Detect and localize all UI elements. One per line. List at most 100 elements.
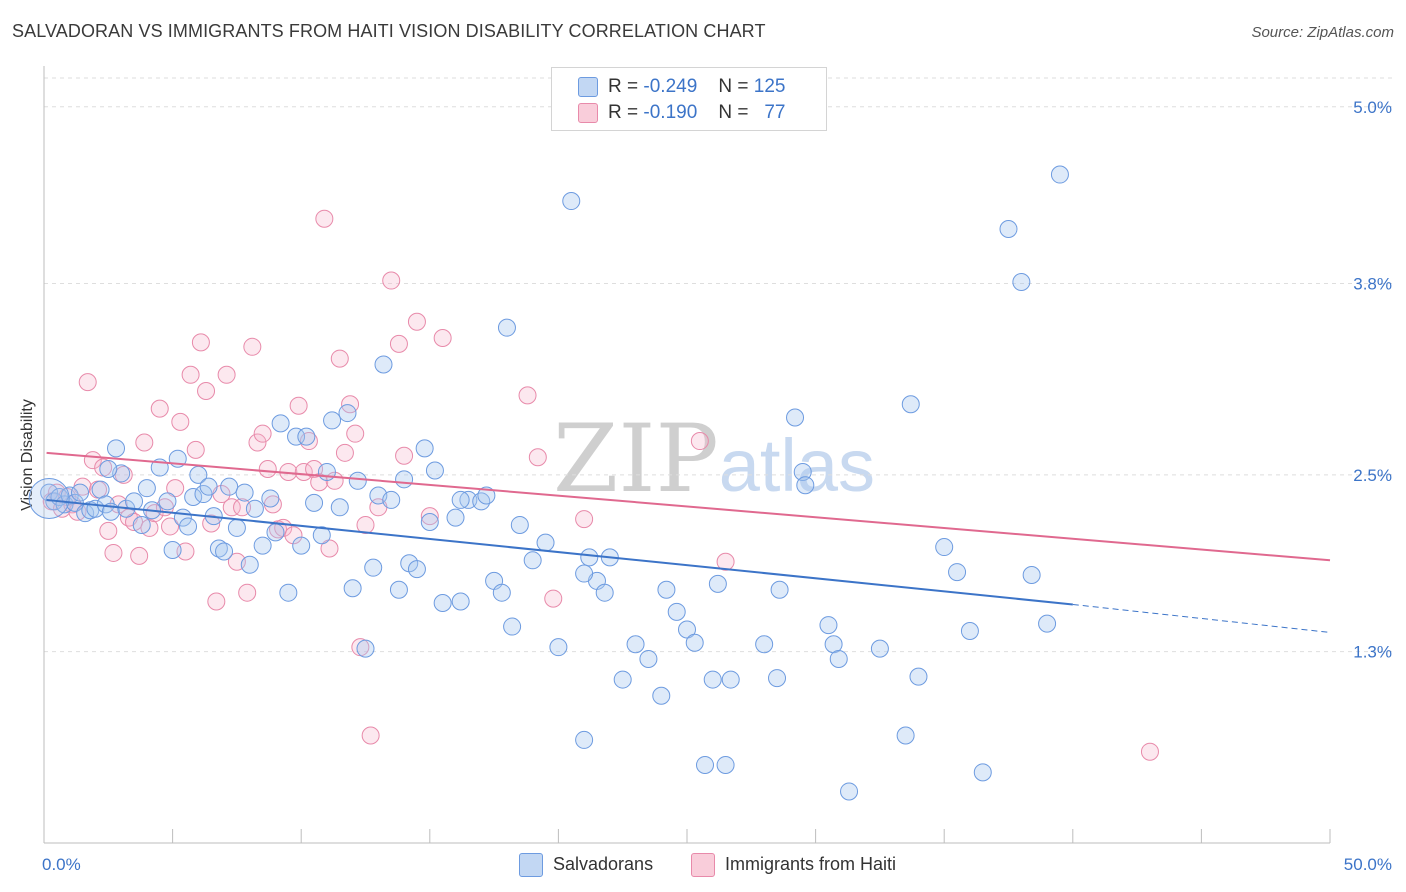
haiti-point — [294, 462, 313, 481]
salvadoran-point — [451, 490, 470, 509]
y-tick-label: 3.8% — [1353, 274, 1392, 293]
salvadoran-point — [503, 617, 522, 636]
y-tick-label: 2.5% — [1353, 466, 1392, 485]
salvadoran-point — [425, 461, 444, 480]
salvadoran-point — [261, 489, 280, 508]
salvadoran-point — [99, 460, 118, 479]
salvadoran-point — [562, 192, 581, 211]
salvadoran-point — [796, 476, 815, 495]
haiti-point — [544, 589, 563, 608]
haiti-point — [690, 432, 709, 451]
salvadoran-point — [374, 355, 393, 374]
salvadoran-point — [220, 477, 239, 496]
x-tick-label: 50.0% — [1344, 855, 1392, 874]
salvadoran-point — [829, 649, 848, 668]
salvadoran-point — [292, 536, 311, 555]
salvadoran-point — [639, 649, 658, 668]
haiti-point — [243, 337, 262, 356]
salvadoran-point — [708, 574, 727, 593]
haiti-point — [518, 386, 537, 405]
salvadoran-point — [158, 492, 177, 511]
salvadoran-point — [364, 558, 383, 577]
salvadoran-point — [652, 686, 671, 705]
salvadoran-point — [1022, 566, 1041, 585]
salvadoran-point — [199, 477, 218, 496]
salvadoran-point — [266, 523, 285, 542]
salvadoran-point — [312, 526, 331, 545]
salvadoran-point — [896, 726, 915, 745]
salvadoran-point — [549, 638, 568, 657]
salvadoran-point — [451, 592, 470, 611]
salvadoran-trendline — [46, 498, 1073, 606]
salvadoran-point — [253, 536, 272, 555]
salvadoran-point — [472, 492, 491, 511]
salvadoran-point — [948, 563, 967, 582]
watermark: ZIPatlas — [553, 405, 875, 514]
legend-swatch-blue — [578, 77, 598, 97]
haiti-point — [207, 592, 226, 611]
salvadoran-point — [179, 517, 198, 536]
legend-swatch-blue — [519, 853, 543, 877]
salvadoran-point — [395, 470, 414, 489]
salvadoran-point — [317, 462, 336, 481]
haiti-point — [335, 443, 354, 462]
haiti-point — [78, 373, 97, 392]
correlation-legend: R = -0.249 N = 125 R = -0.190 N = 77 — [551, 67, 827, 131]
salvadoran-point — [330, 498, 349, 517]
haiti-point — [202, 514, 221, 533]
salvadoran-point — [132, 515, 151, 534]
haiti-point — [176, 542, 195, 561]
salvadoran-point — [433, 594, 452, 613]
salvadoran-point — [459, 490, 478, 509]
salvadoran-point — [71, 483, 90, 502]
haiti-point — [289, 396, 308, 415]
salvadoran-point — [235, 483, 254, 502]
haiti-point — [389, 334, 408, 353]
haiti-point — [99, 521, 118, 540]
salvadoran-point — [575, 730, 594, 749]
haiti-point — [135, 433, 154, 452]
haiti-point — [320, 539, 339, 558]
salvadoran-point — [356, 639, 375, 658]
haiti-point — [166, 479, 185, 498]
haiti-point — [258, 460, 277, 479]
haiti-point — [253, 424, 272, 443]
salvadoran-point — [420, 513, 439, 532]
haiti-point — [1140, 742, 1159, 761]
legend-swatch-pink — [578, 103, 598, 123]
haiti-point — [356, 515, 375, 534]
r-label: R = — [608, 76, 639, 97]
legend-label: Salvadorans — [553, 854, 654, 874]
salvadoran-point — [657, 580, 676, 599]
salvadoran-point — [245, 499, 264, 518]
salvadoran-point — [721, 670, 740, 689]
n-value: 77 — [764, 102, 786, 123]
salvadoran-point — [510, 515, 529, 534]
salvadoran-point — [755, 635, 774, 654]
haiti-point — [238, 583, 257, 602]
salvadoran-point — [1038, 614, 1057, 633]
haiti-point — [171, 412, 190, 431]
salvadoran-point — [575, 564, 594, 583]
salvadoran-point — [1012, 273, 1031, 292]
legend-swatch-pink — [691, 853, 715, 877]
haiti-point — [130, 546, 149, 565]
salvadoran-point — [279, 583, 298, 602]
n-value: 125 — [753, 76, 786, 97]
haiti-point — [575, 510, 594, 529]
salvadoran-point — [819, 616, 838, 635]
salvadoran-point — [343, 579, 362, 598]
haiti-point — [186, 440, 205, 459]
source-label: Source: ZipAtlas.com — [1251, 24, 1394, 41]
haiti-point — [716, 552, 735, 571]
haiti-point — [104, 543, 123, 562]
salvadoran-point — [338, 404, 357, 423]
salvadoran-point — [901, 395, 920, 414]
salvadoran-trendline-extension — [1072, 603, 1331, 633]
haiti-point — [528, 448, 547, 467]
salvadoran-point — [446, 508, 465, 527]
haiti-point — [330, 349, 349, 368]
watermark-zip: ZIP — [553, 405, 719, 514]
n-label: N = — [718, 76, 749, 97]
y-tick-label: 5.0% — [1353, 98, 1392, 117]
